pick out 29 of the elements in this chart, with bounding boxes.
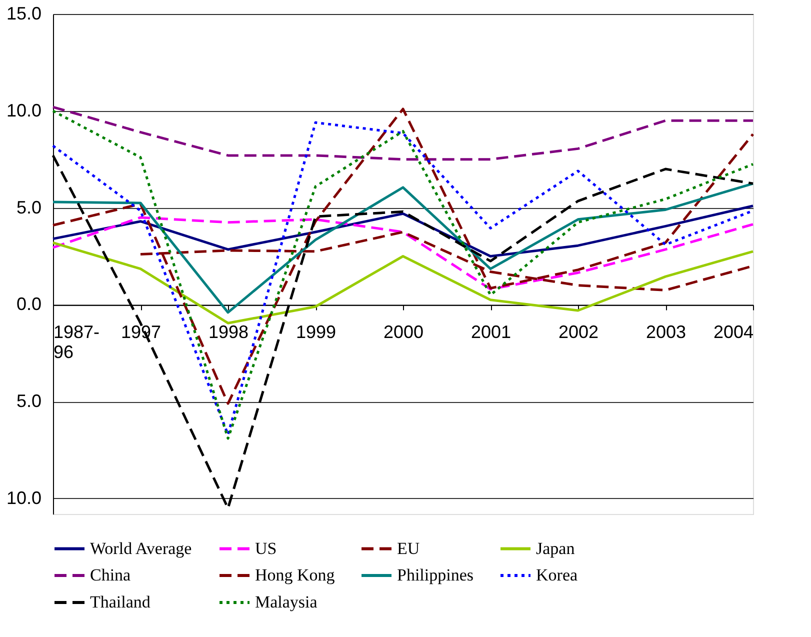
legend-label: China <box>90 566 132 584</box>
legend-label: US <box>255 538 277 558</box>
x-tick-label: 1999 <box>296 322 336 342</box>
x-tick-label: 2003 <box>646 322 686 342</box>
legend-label: Malaysia <box>255 592 318 612</box>
x-tick-label: 1997 <box>120 322 162 342</box>
legend-label: Japan <box>536 538 576 558</box>
legend-label: World Average <box>90 538 192 558</box>
x-tick-label: 2000 <box>383 322 424 342</box>
line-series <box>52 106 754 161</box>
x-tick-label: 1998 <box>208 322 249 342</box>
line-series <box>52 216 754 290</box>
legend-label: EU <box>397 538 420 558</box>
legend-label: Korea <box>536 566 578 584</box>
y-tick-label: 0.0 <box>16 294 42 314</box>
x-tick-label: 2004 <box>713 322 754 342</box>
y-tick-label: 5.0 <box>16 391 42 412</box>
legend-label: Hong Kong <box>255 566 336 584</box>
line-series <box>52 182 754 314</box>
line-series <box>52 241 754 324</box>
y-tick-label: 5.0 <box>16 197 42 218</box>
x-tick-label: 2002 <box>558 322 599 342</box>
y-tick-label: 10.0 <box>6 100 42 120</box>
y-tick-label: 10.0 <box>6 488 42 508</box>
x-tick-label: 1987-96 <box>54 322 100 362</box>
x-tick-label: 2001 <box>470 322 512 342</box>
legend-label: Thailand <box>90 592 151 612</box>
legend-label: Philippines <box>397 566 474 584</box>
y-tick-label: 15.0 <box>6 4 42 24</box>
